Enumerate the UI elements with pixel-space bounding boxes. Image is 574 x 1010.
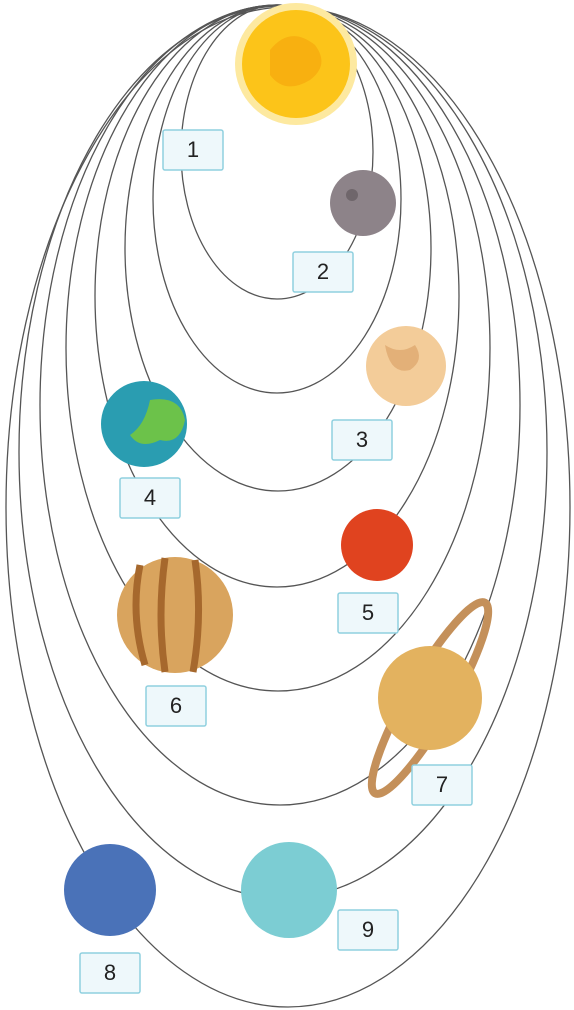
solar-system-diagram: 1 2 3 4 5 6 7 8 9: [0, 0, 574, 1010]
label: 9: [362, 917, 374, 942]
mercury: [330, 170, 396, 236]
label: 6: [170, 693, 182, 718]
uranus: [241, 842, 337, 938]
crater: [346, 189, 358, 201]
label: 7: [436, 772, 448, 797]
label: 8: [104, 960, 116, 985]
saturn: [378, 646, 482, 750]
label: 1: [187, 137, 199, 162]
label: 4: [144, 485, 156, 510]
label: 2: [317, 259, 329, 284]
mars: [341, 509, 413, 581]
label: 5: [362, 600, 374, 625]
orbit: [19, 6, 547, 898]
neptune: [64, 844, 156, 936]
label: 3: [356, 427, 368, 452]
